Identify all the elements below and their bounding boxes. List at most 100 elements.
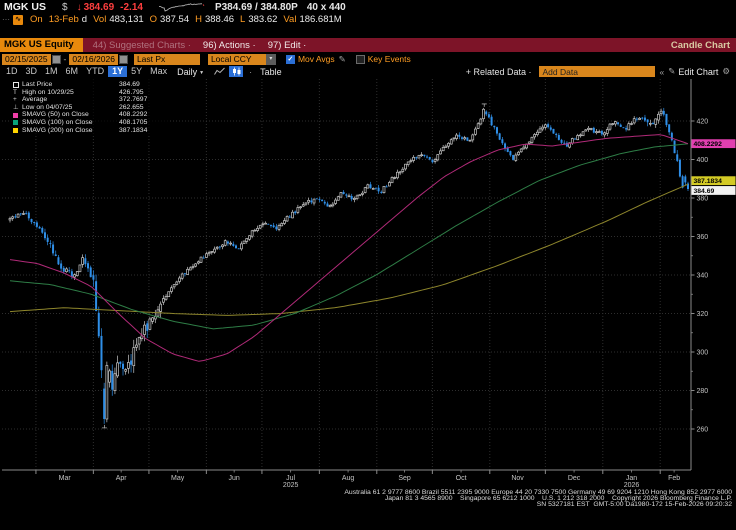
month-label: Sep: [398, 475, 411, 482]
actions-menu[interactable]: 96) Actions ·: [202, 39, 256, 51]
chart-settings-toolbar: 02/15/2025 - 02/16/2026 Last Px Local CC…: [2, 53, 411, 65]
gear-icon[interactable]: ⚙: [722, 66, 730, 76]
candle-down: [670, 132, 673, 141]
frequency-select[interactable]: Daily ▼: [177, 66, 205, 77]
currency-select[interactable]: Local CCY: [207, 53, 266, 65]
key-events-checkbox[interactable]: [355, 54, 365, 64]
candle-down: [111, 370, 114, 390]
candle-down: [57, 257, 60, 265]
candle-up: [253, 229, 257, 232]
candle-up: [519, 148, 523, 153]
candle-up: [474, 128, 477, 135]
candle-up: [178, 277, 181, 282]
period-ytd[interactable]: YTD: [86, 66, 105, 76]
candle-down: [52, 244, 55, 254]
chart-settings-icon[interactable]: ∿: [13, 14, 23, 25]
candle-up: [164, 296, 168, 300]
period-1m[interactable]: 1M: [45, 66, 58, 76]
candle-up: [589, 128, 593, 130]
mov-avgs-checkbox[interactable]: ✓: [285, 54, 295, 64]
chevron-down-icon[interactable]: ▾: [265, 53, 276, 65]
candle-down: [235, 245, 237, 249]
candle-up: [304, 202, 308, 205]
related-data-button[interactable]: + Related Data ·: [465, 66, 532, 77]
pencil-icon[interactable]: ✎: [338, 53, 346, 64]
high-label: H: [195, 14, 202, 25]
candle-down: [33, 222, 36, 224]
candle-down: [310, 200, 313, 203]
candle-chart-canvas[interactable]: 260 280 300 320 340 360 380 400 420 Mar Apr May Jun J…: [0, 76, 736, 490]
candle-up: [595, 131, 598, 134]
candle-down: [62, 267, 65, 272]
add-data-input[interactable]: [539, 66, 656, 77]
low-label: L: [240, 14, 246, 25]
candle-up: [404, 163, 407, 170]
line-chart-icon[interactable]: [212, 66, 226, 77]
chart-type-label[interactable]: Candle Chart: [670, 39, 730, 51]
y-tick-label: 320: [697, 311, 709, 318]
edit-chart-button[interactable]: Edit Chart: [678, 66, 719, 77]
candle-up: [390, 177, 394, 184]
candle-down: [232, 243, 235, 246]
date-from-input[interactable]: 02/15/2025: [2, 53, 51, 65]
period-5y[interactable]: 5Y: [131, 66, 143, 76]
legend-label: Last Price: [22, 81, 53, 88]
candle-chart-icon[interactable]: [229, 66, 244, 77]
axis-price-badge-text: 387.1834: [694, 178, 723, 185]
legend-value: 262.655: [119, 103, 144, 111]
price-field-select[interactable]: Last Px: [133, 53, 200, 65]
candle-down: [218, 246, 221, 248]
drag-dots-icon: ⋯: [2, 15, 10, 24]
candle-up: [170, 287, 173, 292]
candle-up: [105, 365, 109, 420]
date-to-input[interactable]: 02/16/2026: [69, 53, 118, 65]
candle-down: [275, 226, 278, 230]
candle-up: [420, 154, 423, 157]
candle-up: [527, 141, 531, 144]
candle-up: [65, 268, 68, 273]
calendar-icon[interactable]: [51, 54, 61, 64]
candle-down: [119, 361, 122, 364]
candle-down: [84, 258, 87, 265]
candle-down: [490, 116, 493, 126]
period-6m[interactable]: 6M: [65, 66, 79, 76]
delayed-flag: d: [81, 14, 88, 25]
month-label: Nov: [511, 475, 524, 482]
y-tick-label: 280: [697, 388, 709, 395]
candle-up: [398, 171, 402, 174]
candle-up: [8, 218, 12, 221]
period-selector: 1D 3D 1M 6M YTD 1Y 5Y Max: [2, 66, 171, 77]
calendar-icon[interactable]: [118, 54, 128, 64]
period-3d[interactable]: 3D: [25, 66, 38, 76]
candle-up: [614, 121, 617, 125]
candle-up: [388, 182, 391, 187]
candle-up: [603, 132, 606, 136]
separator-dot: ·: [249, 66, 253, 77]
candle-up: [382, 185, 386, 193]
candle-up: [401, 168, 405, 172]
key-events-label[interactable]: Key Events: [367, 54, 411, 64]
candle-down: [574, 138, 576, 140]
legend-value: 372.7697: [119, 96, 148, 104]
collapse-chevrons-icon[interactable]: «: [659, 66, 665, 77]
candle-up: [167, 291, 171, 298]
period-max[interactable]: Max: [150, 66, 168, 76]
candle-down: [423, 154, 426, 157]
edit-menu[interactable]: 97) Edit ·: [267, 39, 307, 51]
period-1y[interactable]: 1Y: [108, 66, 128, 77]
security-tab[interactable]: MGK US Equity: [0, 38, 83, 52]
pencil-icon[interactable]: ✎: [668, 66, 676, 76]
suggested-charts-menu[interactable]: 44) Suggested Charts ·: [92, 39, 191, 51]
candle-up: [447, 142, 450, 147]
candle-down: [555, 133, 558, 135]
legend-row: Last Price 384.69: [13, 81, 165, 89]
candle-up: [366, 184, 370, 189]
legend-marker-icon: [13, 81, 22, 88]
period-1d[interactable]: 1D: [6, 66, 18, 76]
legend-marker-icon: +: [13, 96, 17, 104]
price-chart[interactable]: 260 280 300 320 340 360 380 400 420 Mar Apr May Jun J…: [0, 76, 736, 490]
session-date: 13-Feb: [48, 14, 79, 25]
mov-avgs-label[interactable]: Mov Avgs: [297, 54, 335, 64]
table-button[interactable]: Table: [260, 66, 282, 77]
candle-up: [579, 134, 582, 137]
